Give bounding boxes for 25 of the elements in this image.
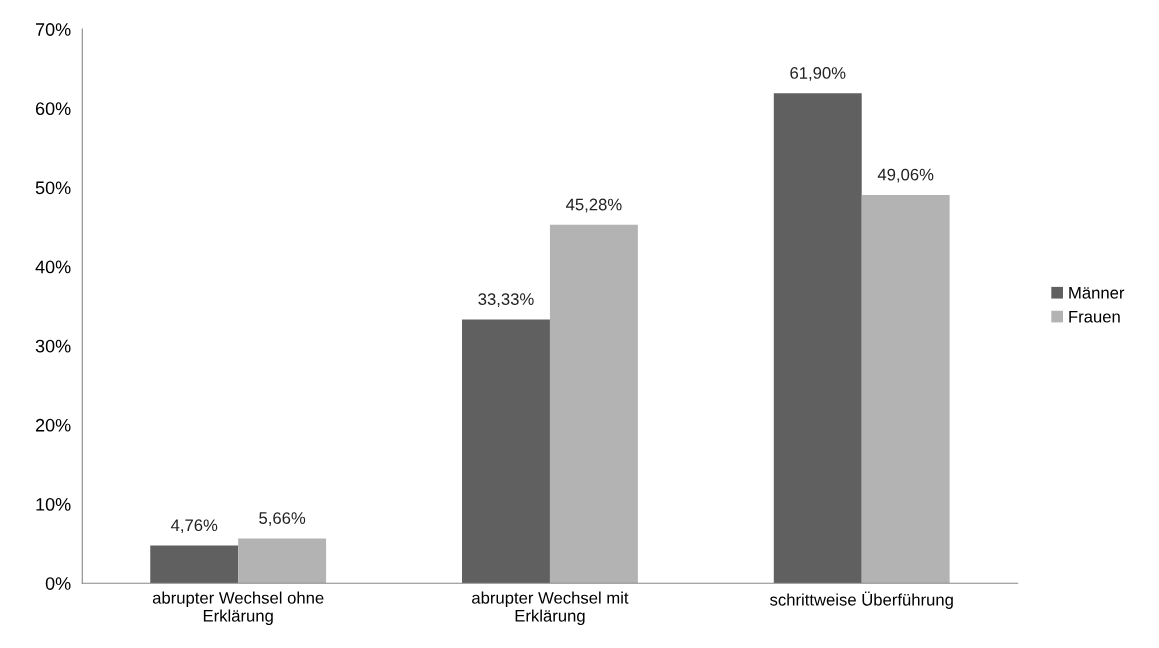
y-tick-label: 0% (45, 577, 71, 590)
data-label: 4,76% (170, 519, 218, 534)
x-tick-label: abrupter Wechsel mit Erklärung (472, 591, 629, 626)
bar (861, 194, 950, 584)
y-tick-label: 70% (35, 23, 71, 36)
data-label: 33,33% (478, 293, 534, 307)
bar (238, 538, 327, 584)
legend-label: Frauen (1069, 310, 1120, 323)
y-tick-label: 20% (35, 418, 71, 432)
y-tick-label: 40% (35, 260, 71, 274)
data-label: 5,66% (259, 512, 306, 526)
data-label: 61,90% (790, 67, 846, 81)
bar (549, 224, 638, 584)
bar (773, 93, 862, 584)
y-tick-label: 60% (35, 102, 71, 116)
bar (462, 319, 550, 584)
data-label: 45,28% (566, 198, 622, 213)
y-tick-label: 10% (36, 497, 71, 511)
legend-label: Männer (1069, 287, 1125, 299)
y-tick-label: 30% (35, 339, 71, 353)
data-label: 49,06% (877, 168, 934, 183)
bar (150, 545, 239, 584)
x-tick-label: abrupter Wechsel ohne Erklärung (152, 591, 324, 626)
y-tick-label: 50% (35, 181, 71, 195)
x-tick-label: schrittweise Überführung (770, 591, 953, 609)
